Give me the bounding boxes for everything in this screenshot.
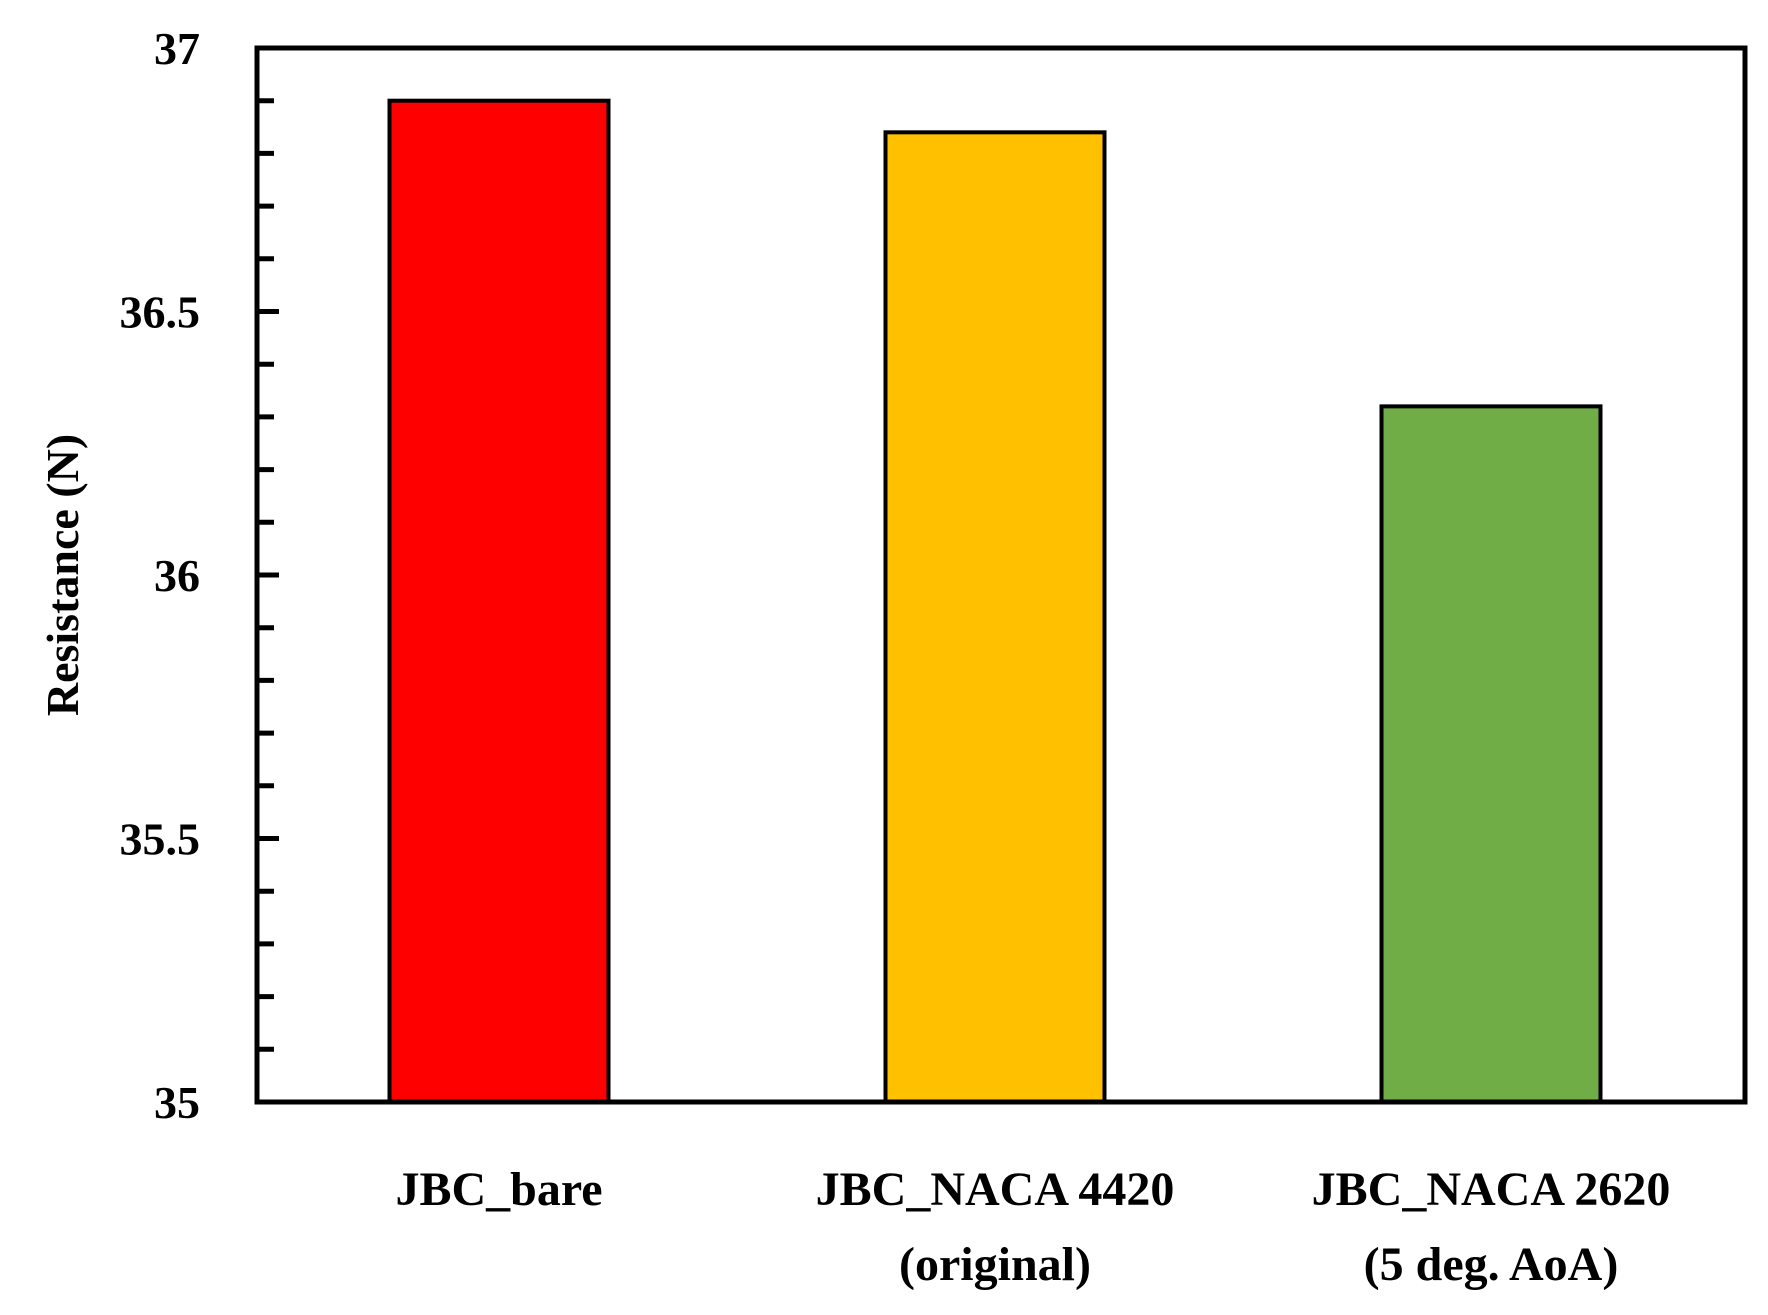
category-label: (original) [899,1238,1091,1291]
plot-frame [254,45,1748,1105]
y-tick-label: 36 [154,550,200,601]
y-minor-ticks [257,98,279,1052]
x-category-labels: JBC_bare JBC_NACA 4420 (original) JBC_NACA … [395,1163,1670,1291]
y-tick-labels: 35 35.5 36 36.5 37 [120,23,201,1128]
bar-1 [387,98,611,1104]
bar-3 [1379,404,1603,1104]
bar-2 [883,130,1107,1104]
category-label: (5 deg. AoA) [1364,1238,1619,1291]
y-tick-label: 35 [154,1077,200,1128]
y-axis-title: Resistance (N) [37,434,88,716]
y-tick-label: 37 [154,23,200,74]
category-label: JBC_NACA 4420 [816,1163,1175,1216]
category-label: JBC_NACA 2620 [1312,1163,1671,1216]
category-label: JBC_bare [395,1163,602,1216]
y-tick-label: 36.5 [120,287,201,338]
bars-group [387,98,1603,1104]
y-tick-label: 35.5 [120,814,201,865]
